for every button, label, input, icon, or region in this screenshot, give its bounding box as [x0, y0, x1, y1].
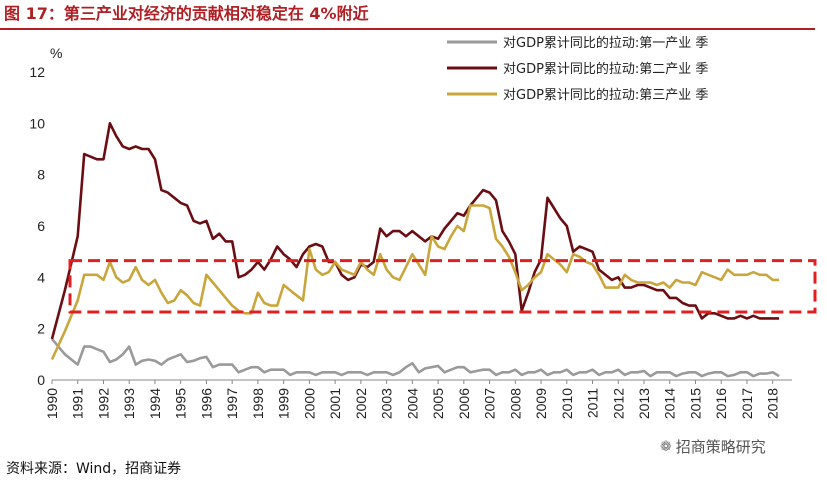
x-tick-label: 1991 — [70, 388, 86, 419]
y-tick-label: 4 — [37, 269, 45, 285]
x-tick-label: 1994 — [147, 388, 163, 419]
highlight-band — [68, 259, 817, 314]
x-tick-label: 2015 — [687, 388, 703, 419]
x-tick-label: 2004 — [404, 388, 420, 419]
x-tick-label: 2000 — [301, 388, 317, 419]
title-rule — [0, 28, 815, 30]
x-tick-label: 2002 — [353, 388, 369, 419]
x-tick-label: 2016 — [713, 388, 729, 419]
y-tick-label: 12 — [29, 64, 45, 80]
x-tick-label: 2014 — [662, 388, 678, 419]
legend-label: 对GDP累计同比的拉动:第三产业 季 — [503, 87, 708, 103]
x-tick-label: 1996 — [198, 388, 214, 419]
legend-label: 对GDP累计同比的拉动:第二产业 季 — [503, 61, 708, 77]
x-tick-label: 1992 — [95, 388, 111, 419]
y-axis-unit: % — [50, 45, 62, 61]
x-tick-label: 2011 — [585, 388, 601, 418]
x-tick-label: 2018 — [765, 388, 781, 419]
secondary-series-line — [50, 122, 780, 340]
x-tick-label: 1995 — [173, 388, 189, 419]
series-lines — [50, 122, 780, 378]
legend-label: 对GDP累计同比的拉动:第一产业 季 — [503, 35, 708, 51]
x-tick-label: 1998 — [250, 388, 266, 419]
highlight-box — [68, 259, 817, 314]
x-tick-label: 2003 — [379, 388, 395, 419]
tertiary-series-line — [50, 204, 780, 361]
source-note: 资料来源：Wind，招商证券 — [6, 461, 182, 477]
line-chart: 0 2 4 6 8 10 12% 1990 1991 1992 1993 1994 1995 1996 19… — [29, 35, 817, 419]
axes: 0 2 4 6 8 10 12% 1990 1991 1992 1993 1994 1995 1996 19… — [29, 45, 792, 419]
primary-series-line — [51, 338, 780, 378]
y-tick-label: 10 — [29, 115, 45, 131]
x-tick-label: 1993 — [121, 388, 137, 419]
y-tick-label: 2 — [37, 321, 45, 337]
x-tick-label: 2005 — [430, 388, 446, 419]
x-tick-label: 2009 — [533, 388, 549, 419]
wechat-icon: ❁ — [660, 438, 672, 455]
watermark-label: 招商策略研究 — [675, 438, 766, 456]
x-tick-label: 2006 — [456, 388, 472, 419]
x-tick-label: 2013 — [636, 388, 652, 419]
x-tick-label: 2010 — [559, 388, 575, 419]
x-tick-label: 2008 — [507, 388, 523, 419]
y-tick-label: 0 — [37, 372, 45, 388]
x-tick-label: 1999 — [276, 388, 292, 419]
figure-title: 图 17：第三产业对经济的贡献相对稳定在 4%附近 — [4, 4, 369, 23]
x-tick-label: 2017 — [739, 388, 755, 419]
x-tick-label: 2007 — [482, 388, 498, 419]
x-tick-label: 1997 — [224, 388, 240, 419]
x-tick-label: 2012 — [610, 388, 626, 419]
x-tick-label: 2001 — [327, 388, 343, 419]
watermark: ❁ 招商策略研究 — [660, 436, 766, 457]
y-tick-label: 8 — [37, 167, 45, 183]
y-tick-label: 6 — [37, 218, 45, 234]
x-tick-label: 1990 — [44, 388, 60, 419]
